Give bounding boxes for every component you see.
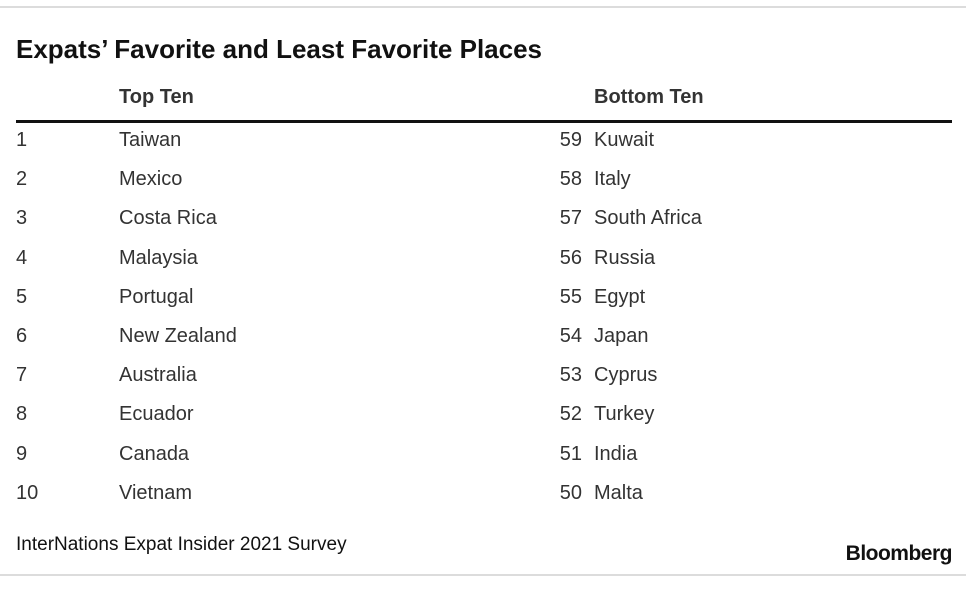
column-header-bottom-ten: Bottom Ten [594, 86, 704, 108]
table-row: 7 Australia 53 Cyprus [0, 357, 966, 396]
top-country: Portugal [119, 285, 194, 308]
table-row: 6 New Zealand 54 Japan [0, 318, 966, 357]
bottom-rank: 57 [559, 207, 582, 230]
top-country: Vietnam [119, 481, 193, 504]
source-note: InterNations Expat Insider 2021 Survey [16, 534, 347, 555]
top-rank: 5 [16, 285, 28, 308]
table-row: 5 Portugal 55 Egypt [0, 279, 966, 318]
top-rank: 2 [16, 168, 28, 191]
table-row: 8 Ecuador 52 Turkey [0, 396, 966, 435]
top-border [0, 6, 966, 8]
top-rank: 3 [16, 207, 28, 230]
brand-logo: Bloomberg [845, 542, 953, 565]
bottom-rank: 52 [559, 403, 582, 426]
bottom-country: Japan [594, 324, 649, 347]
table-row: 3 Costa Rica 57 South Africa [0, 200, 966, 239]
top-rank: 6 [16, 324, 28, 347]
bottom-border [0, 574, 966, 576]
table-row: 10 Vietnam 50 Malta [0, 475, 966, 514]
top-rank: 10 [16, 481, 39, 504]
bottom-rank: 54 [559, 324, 582, 347]
bottom-rank: 59 [559, 129, 582, 151]
table-row: 9 Canada 51 India [0, 436, 966, 475]
bottom-country: India [594, 442, 638, 465]
top-country: Malaysia [119, 246, 198, 269]
bottom-country: Turkey [594, 403, 655, 426]
bottom-country: Kuwait [594, 129, 655, 151]
top-rank: 8 [16, 403, 28, 426]
table-body: 1 Taiwan 59 Kuwait 2 Mexico 58 Italy 3 Costa Rica… [0, 122, 966, 514]
top-country: Mexico [119, 168, 183, 191]
column-header-top-ten: Top Ten [119, 86, 194, 108]
bottom-country: Egypt [594, 285, 646, 308]
bottom-rank: 55 [559, 285, 582, 308]
top-rank: 9 [16, 442, 28, 465]
top-country: New Zealand [119, 324, 237, 347]
bottom-rank: 56 [559, 246, 582, 269]
top-rank: 1 [16, 129, 28, 151]
chart-title: Expats’ Favorite and Least Favorite Plac… [16, 34, 543, 64]
top-country: Taiwan [119, 129, 182, 151]
bottom-rank: 51 [559, 442, 582, 465]
bottom-country: Russia [594, 246, 656, 269]
table-row: 1 Taiwan 59 Kuwait [0, 122, 966, 161]
top-country: Costa Rica [119, 207, 217, 230]
bottom-rank: 50 [559, 481, 582, 504]
top-country: Canada [119, 442, 190, 465]
bottom-country: Cyprus [594, 364, 658, 387]
bottom-country: Malta [594, 481, 643, 504]
bottom-rank: 53 [559, 364, 582, 387]
table-row: 2 Mexico 58 Italy [0, 161, 966, 200]
table-row: 4 Malaysia 56 Russia [0, 240, 966, 279]
top-rank: 4 [16, 246, 28, 269]
bottom-country: South Africa [594, 207, 702, 230]
bottom-rank: 58 [559, 168, 582, 191]
header-rule [16, 120, 952, 123]
top-country: Australia [119, 364, 197, 387]
top-country: Ecuador [119, 403, 194, 426]
top-rank: 7 [16, 364, 28, 387]
bottom-country: Italy [594, 168, 631, 191]
